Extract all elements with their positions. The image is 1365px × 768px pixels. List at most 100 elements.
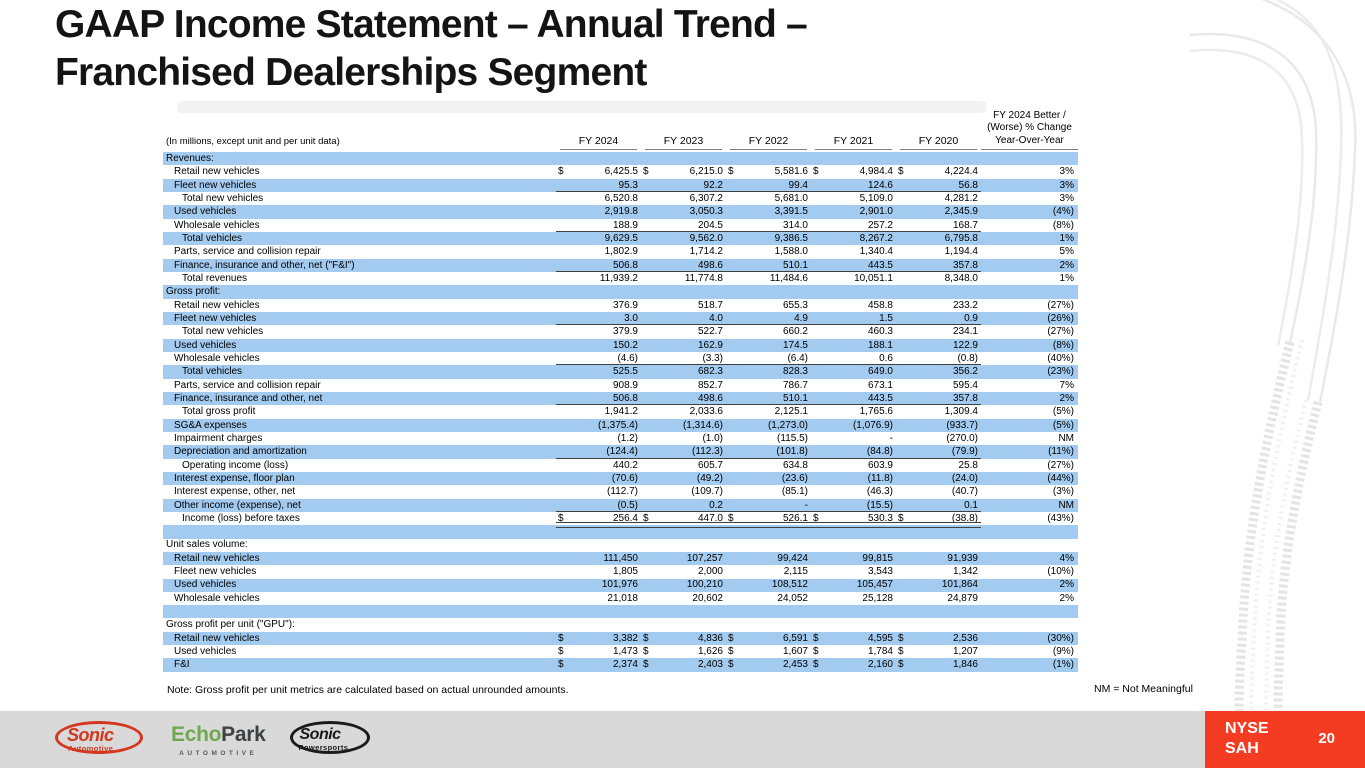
dollar-sign: $ xyxy=(643,166,649,178)
cell-value: 0.2 xyxy=(709,499,723,511)
change-value: (43%) xyxy=(1047,512,1074,524)
change-value: 3% xyxy=(1059,179,1074,191)
cell-value: 908.9 xyxy=(612,379,638,391)
section-header-row: Revenues: xyxy=(163,152,1078,166)
cell-value: 1,941.2 xyxy=(604,406,638,418)
row-label: Interest expense, floor plan xyxy=(174,472,295,484)
change-value: (8%) xyxy=(1052,339,1074,351)
row-values: 440.2 605.7 634.8 603.9 25.8 xyxy=(556,459,981,472)
cell-value: 357.8 xyxy=(952,259,978,271)
dollar-sign: $ xyxy=(558,166,564,178)
row-label: Other income (expense), net xyxy=(174,499,301,511)
value-cell: 8,348.0 xyxy=(896,272,981,285)
value-cell: 111,450 xyxy=(556,552,641,565)
value-cell: 852.7 xyxy=(641,379,726,392)
row-values: 379.9 522.7 660.2 460.3 234.1 xyxy=(556,325,981,338)
value-cell: 99,815 xyxy=(811,552,896,565)
cell-value: 1,607 xyxy=(782,646,808,658)
row-label: Total gross profit xyxy=(182,406,256,418)
cell-value: 1,194.4 xyxy=(944,246,978,258)
cell-value: 4,984.4 xyxy=(859,166,893,178)
cell-value: 0.6 xyxy=(879,352,893,364)
change-value: (5%) xyxy=(1052,419,1074,431)
value-cell: 660.2 xyxy=(726,325,811,338)
change-value: (4%) xyxy=(1052,206,1074,218)
cell-value: 91,939 xyxy=(947,552,978,564)
value-cell: - xyxy=(726,499,811,512)
dollar-sign: $ xyxy=(898,659,904,671)
cell-value: 4,836 xyxy=(697,632,723,644)
change-value: (23%) xyxy=(1047,366,1074,378)
value-cell: 24,879 xyxy=(896,592,981,605)
dollar-sign: $ xyxy=(813,632,819,644)
table-row: Used vehicles 101,976 100,210 108,512 105,45… xyxy=(163,578,1078,592)
value-cell: 525.5 xyxy=(556,365,641,378)
value-cell: 9,629.5 xyxy=(556,232,641,245)
echopark-logo: EchoPark AUTOMOTIVE xyxy=(171,721,266,757)
cell-value: 101,976 xyxy=(601,579,638,591)
table-row: Total new vehicles 379.9 522.7 660.2 460.3 23… xyxy=(163,325,1078,338)
value-cell: 1,941.2 xyxy=(556,405,641,418)
value-cell: (1.2) xyxy=(556,432,641,445)
fiscal-year-header: FY 2024 xyxy=(556,135,641,150)
row-values: 9,629.5 9,562.0 9,386.5 8,267.2 6,795.8 xyxy=(556,232,981,245)
row-label: Fleet new vehicles xyxy=(174,566,257,578)
echopark-word-echo: Echo xyxy=(171,723,222,746)
value-cell: 9,386.5 xyxy=(726,232,811,245)
cell-value: 25.8 xyxy=(958,459,978,471)
row-label: Finance, insurance and other, net ("F&I"… xyxy=(174,259,355,271)
change-value: (44%) xyxy=(1047,472,1074,484)
cell-value: 107,257 xyxy=(686,552,723,564)
echopark-wordmark: EchoPark xyxy=(171,723,266,747)
fiscal-year-label: FY 2021 xyxy=(815,135,892,150)
dollar-sign: $ xyxy=(898,166,904,178)
nm-legend: NM = Not Meaningful xyxy=(1094,683,1193,695)
value-cell: (40.7) xyxy=(896,485,981,498)
cell-value: 3,391.5 xyxy=(774,206,808,218)
fiscal-year-columns: FY 2024 FY 2023 FY 2022 FY 2021 FY 2020 xyxy=(556,135,981,150)
value-cell: 2,901.0 xyxy=(811,205,896,218)
value-cell: 168.7 xyxy=(896,219,981,232)
value-cell: 92.2 xyxy=(641,179,726,192)
cell-value: 1,342 xyxy=(952,566,978,578)
table-row: Used vehicles 150.2 162.9 174.5 188.1 122.9 (8… xyxy=(163,338,1078,352)
cell-value: 6,795.8 xyxy=(944,232,978,244)
value-cell: (1,076.9) xyxy=(811,419,896,432)
table-row: Other income (expense), net (0.5) 0.2 - (15.… xyxy=(163,498,1078,513)
table-header: (In millions, except unit and per unit d… xyxy=(163,100,1078,150)
sonic-powersports-logo: Sonic Powersports xyxy=(289,718,382,760)
row-label: Retail new vehicles xyxy=(174,552,260,564)
row-values: 95.3 92.2 99.4 124.6 56.8 xyxy=(556,179,981,193)
row-label: F&I xyxy=(174,659,190,671)
cell-value: 2,000 xyxy=(697,566,723,578)
value-cell: 498.6 xyxy=(641,259,726,272)
table-row: Interest expense, floor plan (70.6) (49.2)… xyxy=(163,471,1078,486)
value-cell: 8,267.2 xyxy=(811,232,896,245)
cell-value: 605.7 xyxy=(697,459,723,471)
change-value: (30%) xyxy=(1047,632,1074,644)
spacer-row xyxy=(163,605,1078,619)
cell-value: (23.6) xyxy=(781,472,808,484)
table-row: Finance, insurance and other, net 506.8 49… xyxy=(163,391,1078,406)
table-row: Total revenues 11,939.2 11,774.8 11,484.6 10… xyxy=(163,272,1078,285)
value-cell: 634.8 xyxy=(726,459,811,472)
row-label: Finance, insurance and other, net xyxy=(174,392,323,404)
cell-value: 21,018 xyxy=(607,592,638,604)
row-values: 11,939.2 11,774.8 11,484.6 10,051.1 8,348.0 xyxy=(556,272,981,285)
value-cell: $2,374 xyxy=(556,658,641,671)
row-values: 3.0 4.0 4.9 1.5 0.9 xyxy=(556,312,981,326)
change-value: (3%) xyxy=(1052,486,1074,498)
change-header-line: Year-Over-Year xyxy=(995,134,1064,146)
change-value: 5% xyxy=(1059,246,1074,258)
change-header-line: (Worse) % Change xyxy=(987,122,1072,133)
row-values: (112.7) (109.7) (85.1) (46.3) (40.7) xyxy=(556,485,981,498)
value-cell: 4.0 xyxy=(641,312,726,325)
cell-value: (1,076.9) xyxy=(852,419,893,431)
fiscal-year-header: FY 2021 xyxy=(811,135,896,150)
value-cell: 673.1 xyxy=(811,379,896,392)
sonic-oval-icon xyxy=(55,721,143,754)
value-cell: 518.7 xyxy=(641,299,726,312)
row-values: $1,473 $1,626 $1,607 $1,784 $1,207 xyxy=(556,645,981,658)
cell-value: 2,901.0 xyxy=(859,206,893,218)
value-cell: $2,160 xyxy=(811,658,896,671)
